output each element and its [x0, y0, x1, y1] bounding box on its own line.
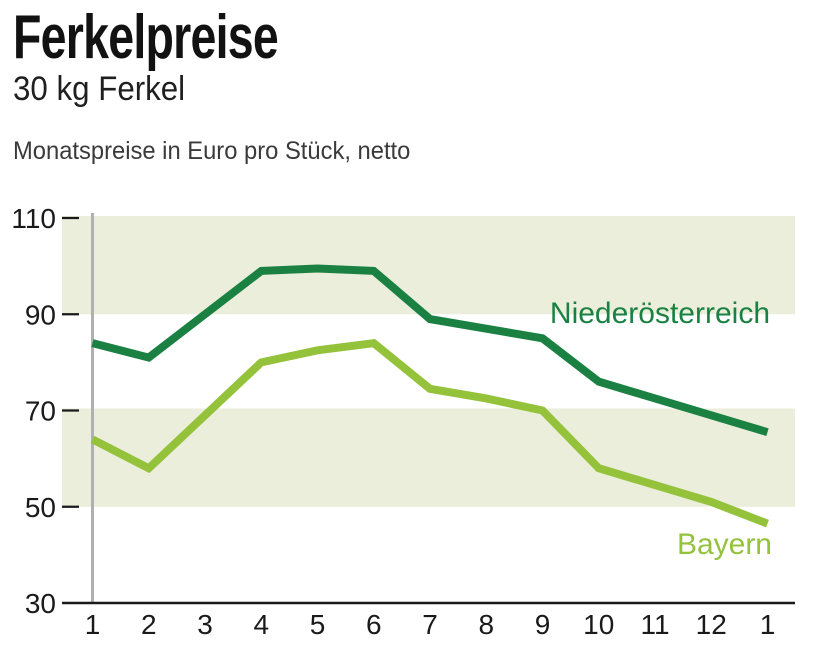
x-axis-label: 4 [253, 609, 269, 640]
y-axis-label: 110 [11, 203, 56, 234]
page-title: Ferkelpreise [13, 3, 279, 72]
x-axis-label: 11 [640, 609, 669, 640]
x-axis-label: 3 [197, 609, 213, 640]
series-label-niedersterreich: Niederösterreich [550, 297, 770, 330]
plot-band [62, 216, 795, 315]
x-axis-label: 2 [141, 609, 157, 640]
chart-unit-note: Monatspreise in Euro pro Stück, netto [13, 137, 411, 165]
x-axis-label: 5 [310, 609, 326, 640]
x-axis-label: 12 [696, 609, 727, 640]
x-axis-label: 8 [478, 609, 494, 640]
x-axis-label: 10 [583, 609, 614, 640]
y-axis-label: 50 [25, 492, 56, 523]
y-axis-label: 90 [25, 299, 56, 330]
series-label-bayern: Bayern [677, 528, 772, 561]
x-axis-label: 1 [85, 609, 101, 640]
y-axis-label: 70 [25, 396, 56, 427]
y-axis-label: 30 [25, 588, 56, 619]
x-axis-label: 7 [422, 609, 438, 640]
x-axis-label: 9 [535, 609, 551, 640]
series-line-bayern [90, 338, 769, 528]
series-line-niedersterreich [91, 264, 769, 436]
x-axis-label: 1 [760, 609, 776, 640]
page-subtitle: 30 kg Ferkel [13, 70, 186, 108]
x-axis-label: 6 [366, 609, 382, 640]
